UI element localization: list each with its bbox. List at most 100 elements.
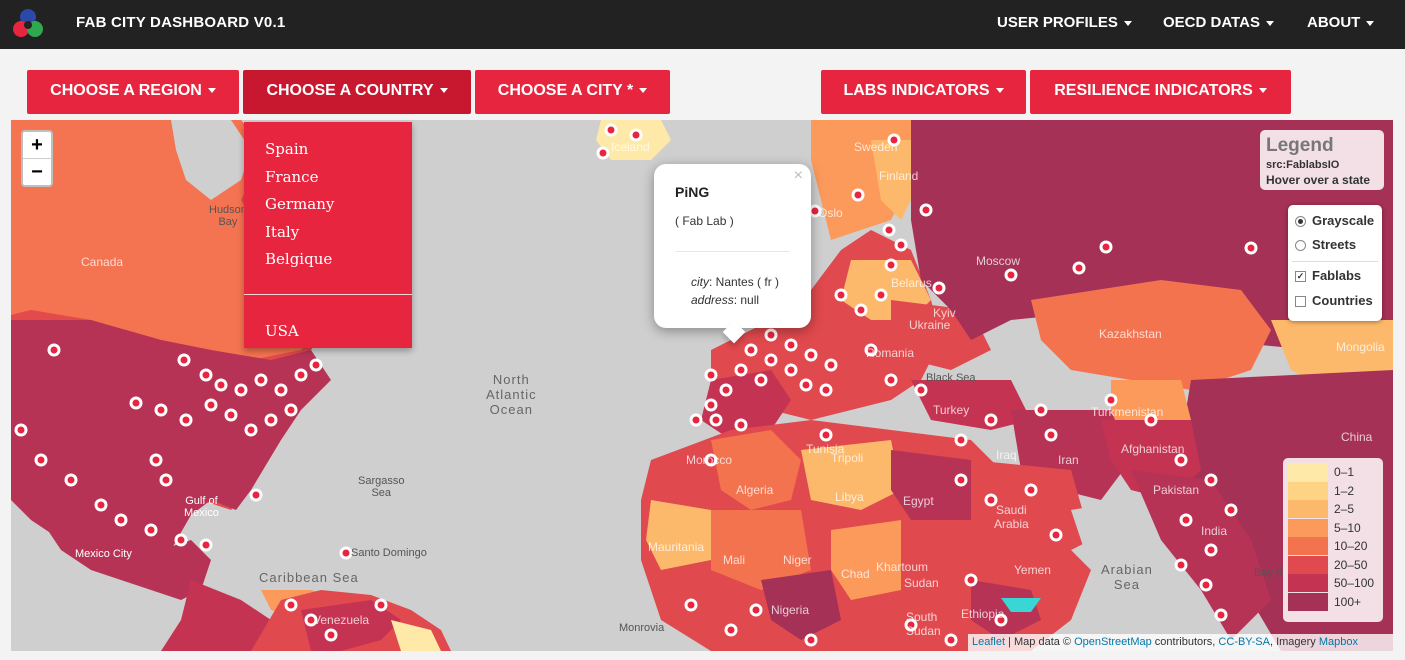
label-ukraine: Ukraine: [909, 318, 951, 332]
label-mauritania: Mauritania: [648, 540, 705, 554]
country-option-germany[interactable]: Germany: [265, 195, 335, 213]
osm-link[interactable]: OpenStreetMap: [1074, 636, 1152, 648]
label-kyiv: Kyiv: [933, 306, 956, 320]
close-icon[interactable]: ×: [793, 167, 803, 184]
map-attribution: Leaflet | Map data © OpenStreetMap contr…: [968, 634, 1393, 651]
caret-down-icon: [1123, 20, 1132, 26]
label-sudan: Sudan: [904, 576, 939, 590]
zoom-out-button[interactable]: −: [23, 158, 51, 185]
label-india: India: [1201, 524, 1228, 538]
scale-swatch: [1288, 481, 1328, 500]
label-chad: Chad: [841, 567, 870, 581]
fabcity-logo[interactable]: [11, 8, 45, 40]
country-option-usa[interactable]: USA: [265, 322, 299, 340]
caret-down-icon: [1258, 88, 1267, 94]
legend-box: Legend src:FablabsIO Hover over a state: [1260, 130, 1384, 190]
caret-down-icon: [995, 88, 1004, 94]
fablab-popup: × PiNG ( Fab Lab ) city: Nantes ( fr ) a…: [654, 164, 811, 344]
layer-grayscale-label: Grayscale: [1312, 213, 1375, 228]
label-tunisia: Tunisia: [806, 442, 845, 456]
color-scale-legend: 0–1 1–2 2–5 5–10 10–20 20–50 50–100 100+: [1283, 458, 1383, 622]
scale-swatch: [1288, 463, 1328, 481]
label-bay-of: Bay of: [1254, 567, 1286, 579]
label-romania: Romania: [866, 346, 915, 360]
layer-control: Grayscale Streets ✓ Fablabs Countries: [1288, 205, 1382, 321]
zoom-control: + −: [21, 130, 53, 187]
label-mexico-city: Mexico City: [75, 548, 132, 560]
country-option-france[interactable]: France: [265, 168, 319, 186]
layer-fablabs[interactable]: ✓ Fablabs: [1295, 267, 1361, 285]
choose-country-button[interactable]: CHOOSE A COUNTRY: [243, 70, 471, 114]
caret-down-icon: [1265, 20, 1274, 26]
label-libya: Libya: [835, 490, 864, 504]
choose-city-label: CHOOSE A CITY *: [497, 82, 634, 99]
choose-region-button[interactable]: CHOOSE A REGION: [27, 70, 239, 114]
mapbox-link[interactable]: Mapbox: [1318, 636, 1358, 648]
label-turkmenistan: Turkmenistan: [1091, 405, 1164, 419]
layer-countries[interactable]: Countries: [1295, 292, 1373, 310]
layer-streets-label: Streets: [1312, 237, 1357, 252]
popup-city-value: : Nantes ( fr ): [709, 275, 780, 289]
scale-label: 5–10: [1334, 520, 1361, 535]
scale-label: 20–50: [1334, 557, 1368, 572]
scale-swatch: [1288, 537, 1328, 555]
country-option-italy[interactable]: Italy: [265, 223, 300, 241]
label-ethiopia: Ethiopia: [961, 607, 1005, 621]
checkbox-unchecked-icon: [1295, 296, 1306, 308]
scale-label: 100+: [1334, 594, 1362, 609]
popup-city-row: city: Nantes ( fr ): [691, 275, 779, 289]
label-hudson: Hudson Bay: [209, 204, 247, 228]
layer-streets[interactable]: Streets: [1295, 236, 1356, 254]
leaflet-link[interactable]: Leaflet: [972, 636, 1006, 648]
label-moscow: Moscow: [976, 254, 1021, 268]
scale-swatch: [1288, 555, 1328, 574]
popup-title: PiNG: [675, 184, 710, 200]
label-finland: Finland: [879, 169, 919, 183]
country-dropdown-menu: Spain France Germany Italy Belgique USA: [244, 122, 412, 348]
label-sweden: Sweden: [854, 140, 898, 154]
country-option-belgique[interactable]: Belgique: [265, 250, 333, 268]
label-caribbean: Caribbean Sea: [259, 570, 359, 585]
radio-checked-icon: [1295, 216, 1306, 228]
label-egypt: Egypt: [903, 494, 934, 508]
resilience-indicators-button[interactable]: RESILIENCE INDICATORS: [1030, 70, 1291, 114]
attribution-text-3: , Imagery: [1269, 636, 1319, 648]
label-khartoum: Khartoum: [876, 560, 929, 574]
cc-by-sa-link[interactable]: CC-BY-SA: [1218, 636, 1270, 648]
nav-oecd-datas[interactable]: OECD DATAS: [1163, 14, 1274, 31]
labs-indicators-label: LABS INDICATORS: [843, 82, 990, 99]
nav-oecd-datas-label: OECD DATAS: [1163, 14, 1260, 31]
layer-grayscale[interactable]: Grayscale: [1295, 212, 1374, 230]
labs-indicators-button[interactable]: LABS INDICATORS: [821, 70, 1026, 114]
layer-fablabs-label: Fablabs: [1312, 268, 1362, 283]
label-pakistan: Pakistan: [1153, 483, 1200, 497]
nav-about-label: ABOUT: [1307, 14, 1361, 31]
label-iran: Iran: [1058, 453, 1079, 467]
label-yemen: Yemen: [1014, 563, 1051, 577]
label-algeria: Algeria: [736, 483, 774, 497]
resilience-indicators-label: RESILIENCE INDICATORS: [1054, 82, 1253, 99]
dropdown-divider: [244, 294, 412, 295]
nav-about[interactable]: ABOUT: [1307, 14, 1375, 31]
choose-city-button[interactable]: CHOOSE A CITY *: [475, 70, 670, 114]
label-south-sudan: South Sudan: [906, 610, 941, 638]
zoom-in-button[interactable]: +: [31, 134, 43, 156]
country-option-spain[interactable]: Spain: [265, 140, 309, 158]
label-kazakhstan: Kazakhstan: [1099, 327, 1162, 341]
popup-address-label: address: [691, 293, 734, 307]
scale-label: 1–2: [1334, 483, 1355, 498]
label-monrovia: Monrovia: [619, 622, 665, 634]
scale-label: 0–1: [1334, 465, 1355, 479]
legend-title: Legend: [1266, 135, 1334, 156]
attribution-text-1: | Map data ©: [1005, 636, 1075, 648]
brand-title[interactable]: FAB CITY DASHBOARD V0.1: [76, 14, 286, 31]
nav-user-profiles-label: USER PROFILES: [997, 14, 1118, 31]
label-turkey: Turkey: [933, 403, 970, 417]
label-nigeria: Nigeria: [771, 603, 810, 617]
scale-swatch: [1288, 518, 1328, 537]
nav-user-profiles[interactable]: USER PROFILES: [997, 14, 1132, 31]
label-canada: Canada: [81, 255, 124, 269]
layer-countries-label: Countries: [1312, 293, 1373, 308]
checkbox-checked-icon: ✓: [1295, 271, 1306, 283]
label-saudi: Saudi Arabia: [994, 503, 1029, 531]
